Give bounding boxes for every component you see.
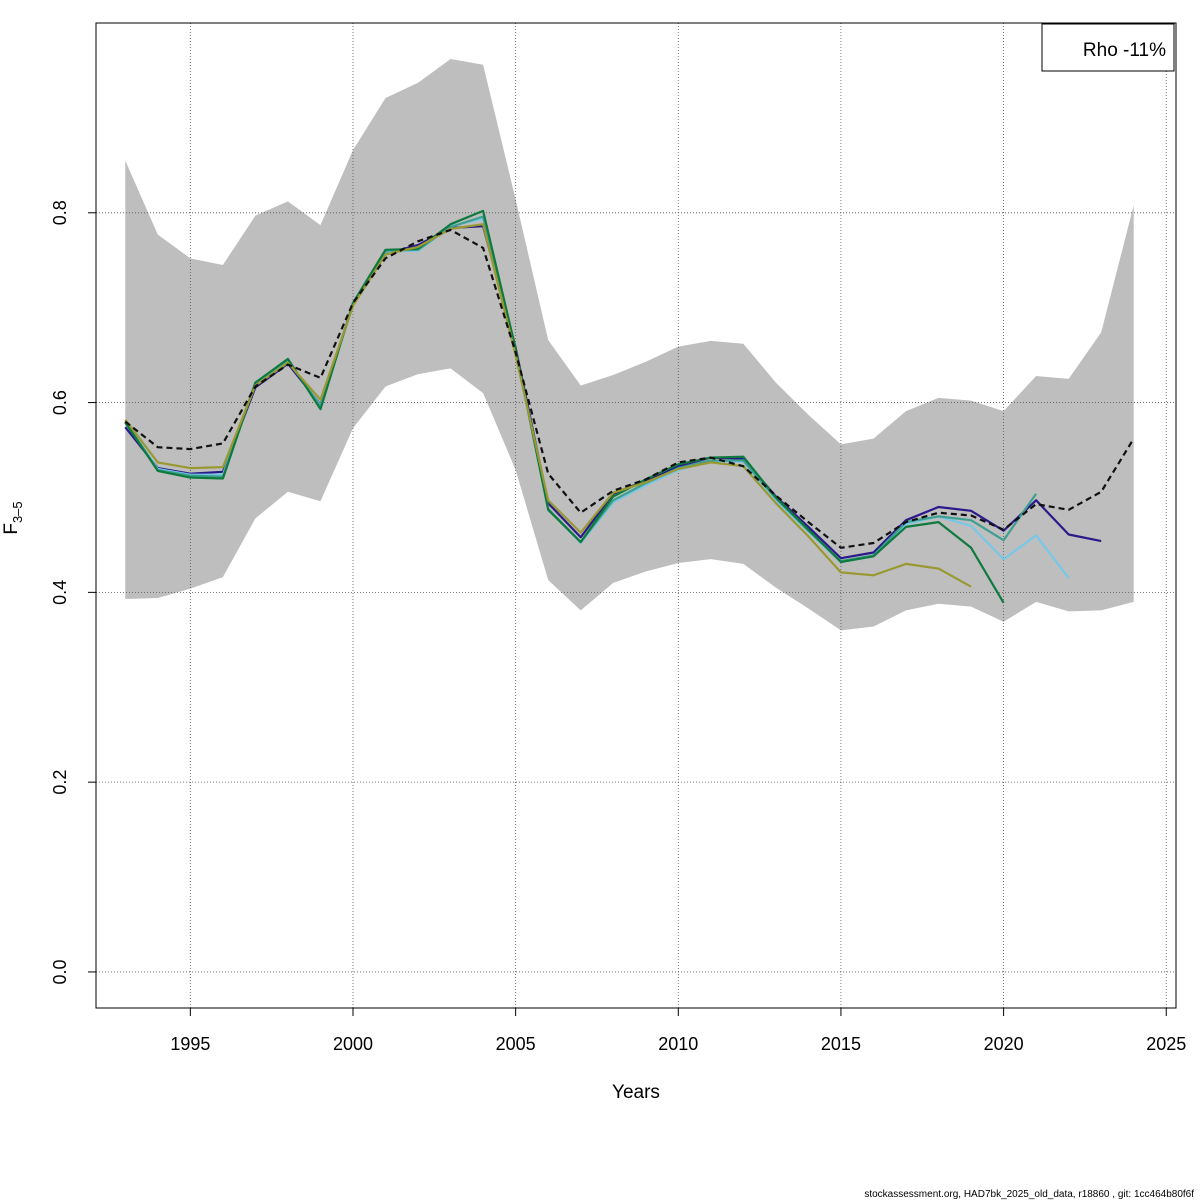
axis-layer: 1995 2000 2005 2010 2015 2020 2025 0.0 0.2 0.4 0.6… bbox=[50, 200, 1186, 1054]
grid-layer bbox=[96, 23, 1176, 1008]
series-line-peel-5 bbox=[124, 223, 972, 588]
footer-caption: stockassessment.org, HAD7bk_2025_old_dat… bbox=[864, 1189, 1194, 1200]
x-tick-label-2025: 2025 bbox=[1146, 1034, 1186, 1054]
confidence-band-layer bbox=[125, 59, 1134, 631]
y-tick-label-0.4: 0.4 bbox=[50, 580, 70, 605]
legend-box bbox=[1041, 23, 1175, 72]
svg-text:F3–5: F3–5 bbox=[1, 501, 25, 534]
x-tick-label-2005: 2005 bbox=[496, 1034, 536, 1054]
x-axis-title: Years bbox=[612, 1082, 660, 1103]
x-tick-label-2015: 2015 bbox=[821, 1034, 861, 1054]
plot-frame bbox=[95, 22, 1177, 1009]
series-line-peel-4 bbox=[124, 209, 1005, 604]
y-tick-label-0.6: 0.6 bbox=[50, 390, 70, 415]
x-tick-label-2010: 2010 bbox=[658, 1034, 698, 1054]
series-line-base bbox=[124, 228, 1135, 549]
x-tick-label-1995: 1995 bbox=[170, 1034, 210, 1054]
y-tick-label-0.2: 0.2 bbox=[50, 770, 70, 795]
confidence-band bbox=[125, 59, 1134, 631]
y-tick-label-0.0: 0.0 bbox=[50, 959, 70, 984]
y-axis-title-main: F bbox=[1, 523, 22, 535]
y-tick-label-0.8: 0.8 bbox=[50, 200, 70, 225]
series-layer bbox=[124, 209, 1135, 604]
x-tick-label-2020: 2020 bbox=[984, 1034, 1024, 1054]
y-axis-title: F3–5 bbox=[1, 501, 25, 534]
x-tick-label-2000: 2000 bbox=[333, 1034, 373, 1054]
y-axis-title-sub: 3–5 bbox=[10, 501, 25, 523]
legend-label: Rho -11% bbox=[1083, 40, 1166, 61]
